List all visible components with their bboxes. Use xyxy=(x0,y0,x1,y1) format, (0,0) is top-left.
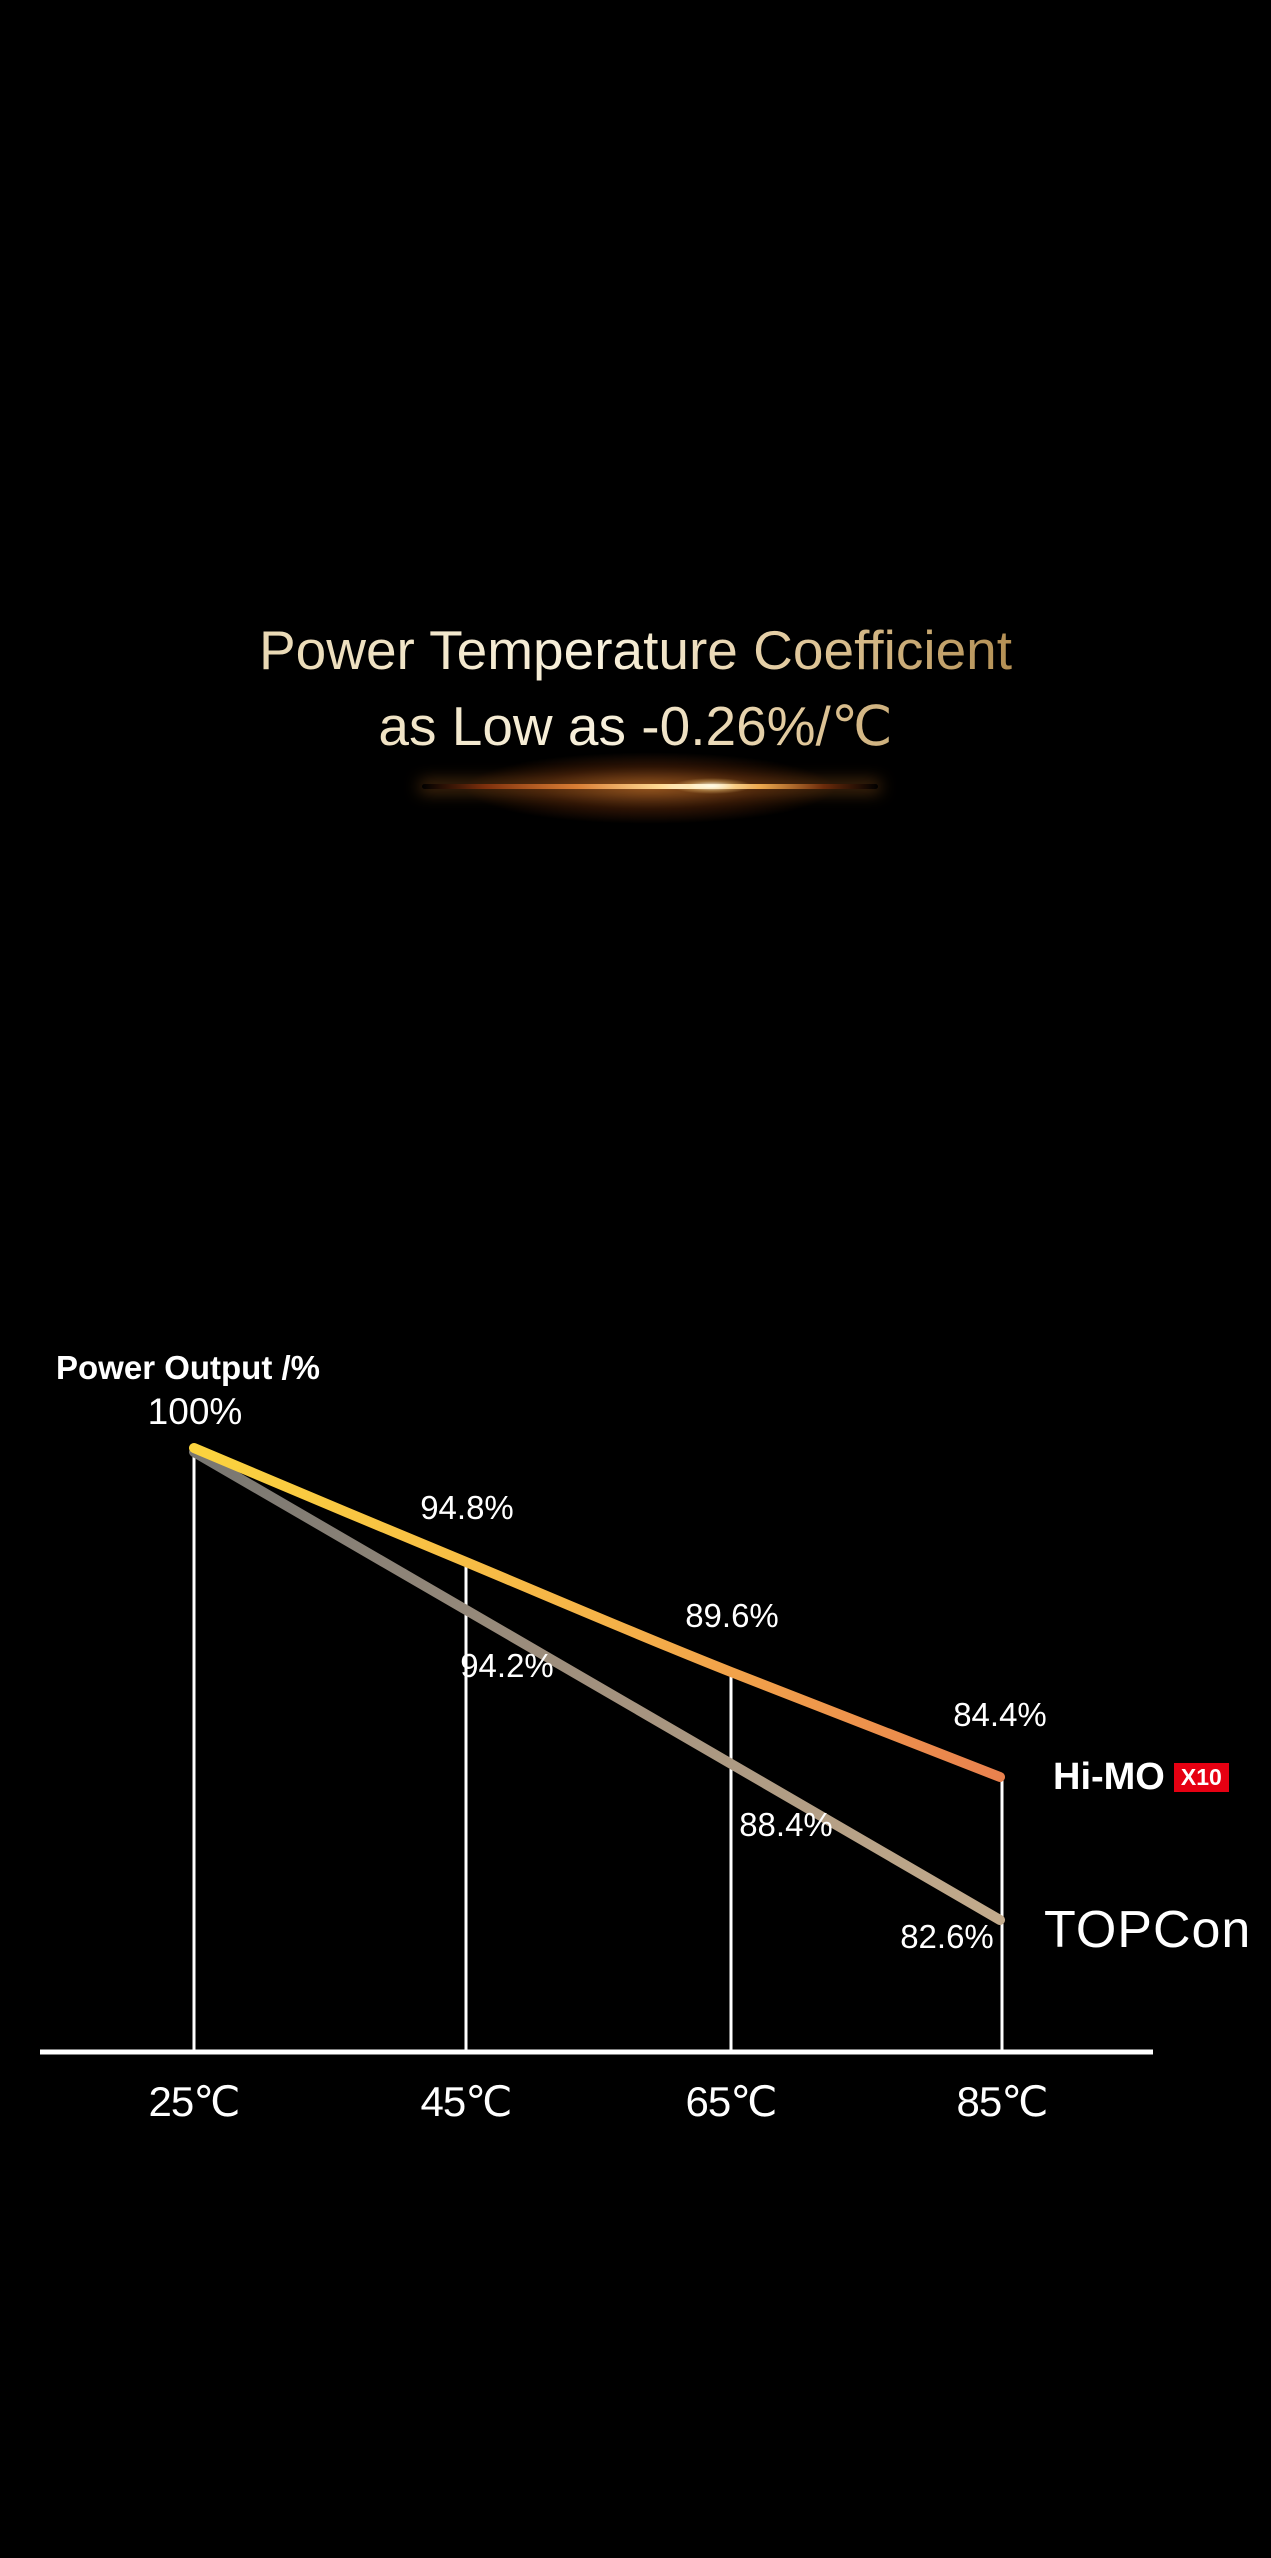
x-tick-45c: 45℃ xyxy=(420,2078,513,2125)
data-label-himo-65c: 89.6% xyxy=(685,1597,779,1634)
series-line-himo xyxy=(189,1443,1005,1782)
data-label-100: 100% xyxy=(147,1391,243,1432)
lens-flare xyxy=(400,734,900,842)
y-axis-label: Power Output /% xyxy=(56,1349,320,1386)
x-tick-25c: 25℃ xyxy=(148,2078,241,2125)
x-tick-85c: 85℃ xyxy=(956,2078,1049,2125)
legend-himo: Hi-MO X10 xyxy=(1053,1757,1229,1797)
data-label-topcon-65c: 88.4% xyxy=(739,1806,833,1843)
lens-flare-core xyxy=(422,784,878,789)
data-label-himo-45c: 94.8% xyxy=(420,1489,514,1526)
legend-topcon-label: TOPCon xyxy=(1044,1901,1252,1959)
data-label-topcon-85c: 82.6% xyxy=(900,1918,994,1955)
series-line-topcon xyxy=(189,1447,1005,1925)
data-label-himo-85c: 84.4% xyxy=(953,1696,1047,1733)
data-label-topcon-45c: 94.2% xyxy=(460,1647,554,1684)
legend-himo-x10-badge: X10 xyxy=(1173,1762,1229,1792)
lens-flare-spark xyxy=(672,778,752,794)
legend-himo-label: Hi-MO xyxy=(1053,1756,1165,1798)
x-tick-65c: 65℃ xyxy=(685,2078,778,2125)
